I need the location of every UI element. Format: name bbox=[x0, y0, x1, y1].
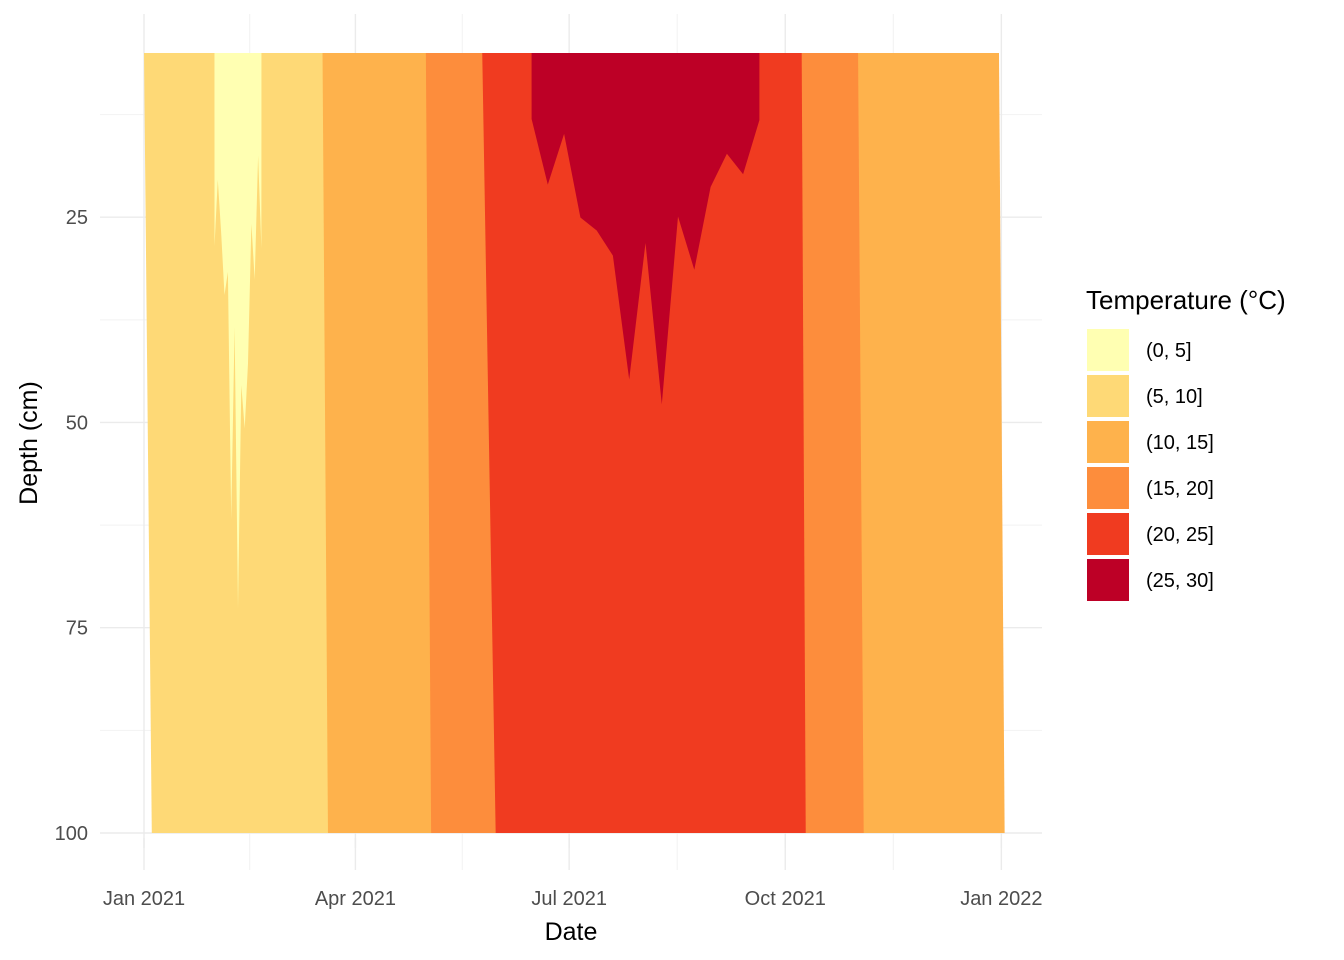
temperature-zone bbox=[531, 53, 760, 405]
legend: Temperature (°C) (0, 5] (5, 10] (10, 15] (1… bbox=[1086, 285, 1286, 601]
legend-swatch bbox=[1087, 513, 1129, 555]
legend-swatch bbox=[1087, 375, 1129, 417]
x-axis: Jan 2021 Apr 2021 Jul 2021 Oct 2021 Jan 2022 bbox=[103, 838, 1042, 910]
legend-title: Temperature (°C) bbox=[1086, 285, 1286, 315]
legend-label: (10, 15] bbox=[1146, 432, 1214, 454]
legend-label: (5, 10] bbox=[1146, 386, 1203, 408]
y-axis: 25 50 75 100 bbox=[55, 207, 88, 845]
x-axis-title: Date bbox=[545, 918, 598, 946]
x-tick-label: Jan 2022 bbox=[960, 888, 1042, 910]
legend-label: (15, 20] bbox=[1146, 478, 1214, 500]
legend-swatch bbox=[1087, 329, 1129, 371]
y-tick-label: 50 bbox=[66, 412, 88, 434]
x-tick-label: Jul 2021 bbox=[531, 888, 607, 910]
x-tick-label: Jan 2021 bbox=[103, 888, 185, 910]
temperature-zone bbox=[144, 53, 347, 833]
y-axis-title: Depth (cm) bbox=[15, 381, 43, 505]
legend-swatch bbox=[1087, 421, 1129, 463]
x-tick-label: Apr 2021 bbox=[315, 888, 396, 910]
temperature-zones bbox=[144, 53, 1005, 833]
legend-items: (0, 5] (5, 10] (10, 15] (15, 20] (20, 25] (25… bbox=[1087, 329, 1214, 601]
temperature-zone bbox=[858, 53, 1005, 833]
legend-swatch bbox=[1087, 559, 1129, 601]
legend-label: (20, 25] bbox=[1146, 524, 1214, 546]
y-tick-label: 75 bbox=[66, 618, 88, 640]
y-tick-label: 25 bbox=[66, 207, 88, 229]
temperature-zone bbox=[482, 53, 832, 833]
legend-label: (0, 5] bbox=[1146, 340, 1192, 362]
legend-label: (25, 30] bbox=[1146, 570, 1214, 592]
temperature-zone bbox=[214, 53, 262, 609]
y-tick-label: 100 bbox=[55, 823, 88, 845]
legend-swatch bbox=[1087, 467, 1129, 509]
x-tick-label: Oct 2021 bbox=[745, 888, 826, 910]
